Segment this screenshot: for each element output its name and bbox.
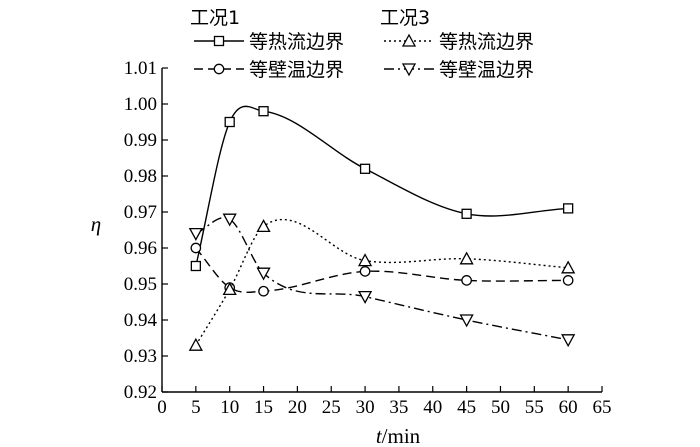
y-tick-label: 1.00	[124, 94, 157, 115]
data-point	[222, 213, 237, 227]
legend-item: 等壁温边界	[194, 59, 344, 81]
series-line	[195, 217, 569, 341]
y-axis-title: η	[91, 212, 101, 236]
data-point	[188, 227, 203, 241]
legend-marker	[401, 33, 417, 47]
series-lines	[188, 105, 576, 351]
y-tick-label: 0.96	[124, 238, 157, 259]
data-point	[258, 106, 269, 117]
legend-marker	[213, 35, 225, 47]
x-axis-title: t/min	[376, 424, 421, 447]
legend-label: 等壁温边界	[249, 59, 344, 81]
y-tick-label: 0.95	[124, 274, 157, 295]
data-point	[190, 242, 202, 254]
x-tick-label: 30	[356, 397, 375, 418]
y-tick-label: 0.98	[124, 166, 157, 187]
data-point	[561, 334, 576, 348]
x-tick-label: 20	[288, 397, 307, 418]
data-point	[562, 275, 574, 286]
data-point	[563, 203, 574, 214]
y-tick-label: 0.97	[124, 202, 157, 223]
x-tick-label: 65	[593, 397, 612, 418]
legend-group-title: 工况3	[380, 7, 430, 29]
legend-label: 等壁温边界	[439, 59, 534, 81]
data-point	[461, 208, 472, 219]
data-point	[222, 282, 237, 296]
data-point	[459, 251, 474, 265]
legend-item: 等壁温边界	[384, 59, 534, 81]
data-point	[258, 285, 269, 297]
data-point	[359, 163, 371, 174]
x-tick-label: 55	[525, 397, 544, 418]
series-4	[188, 213, 576, 348]
legend-marker	[401, 63, 417, 77]
legend-item: 等热流边界	[384, 31, 534, 53]
x-tick-label: 60	[559, 397, 578, 418]
x-tick-label: 45	[457, 397, 476, 418]
data-point	[357, 253, 373, 267]
x-tick-label: 0	[157, 397, 167, 418]
data-point	[359, 266, 371, 277]
x-tick-label: 10	[220, 397, 239, 418]
series-line	[195, 105, 569, 267]
series-3	[188, 218, 576, 351]
series-1	[190, 105, 574, 272]
x-tick-label: 15	[254, 397, 273, 418]
data-point	[224, 116, 235, 128]
x-tick-label: 50	[491, 397, 510, 418]
data-point	[461, 275, 472, 286]
legend-label: 等热流边界	[439, 31, 534, 53]
y-tick-label: 0.94	[124, 310, 158, 331]
data-point	[357, 290, 373, 304]
y-tick-label: 1.01	[124, 58, 157, 79]
legend-group-title: 工况1	[190, 7, 240, 29]
x-tick-label: 35	[389, 397, 408, 418]
axes: 0 5 10 15 20 25 30 35 40 45 50 55 60 65 0.92 0.93 0.94 0.…	[124, 58, 612, 418]
series-line	[195, 218, 569, 346]
series-line	[195, 247, 569, 293]
y-tick-label: 0.92	[124, 382, 157, 403]
series-2	[190, 242, 574, 297]
x-tick-label: 25	[322, 397, 341, 418]
legend-label: 等热流边界	[249, 31, 344, 53]
y-tick-label: 0.99	[124, 130, 157, 151]
legend-marker	[213, 63, 225, 75]
data-point	[188, 337, 203, 351]
data-point	[190, 260, 201, 272]
x-tick-label: 5	[191, 397, 201, 418]
x-axis-title-variable: t	[376, 424, 383, 447]
y-tick-label: 0.93	[124, 346, 157, 367]
data-point	[459, 314, 474, 328]
data-point	[256, 267, 271, 281]
x-tick-label: 40	[423, 397, 442, 418]
data-point	[256, 219, 271, 233]
legend-item: 等热流边界	[194, 31, 344, 53]
x-axis-title-unit: /min	[382, 424, 421, 447]
data-point	[561, 260, 576, 274]
